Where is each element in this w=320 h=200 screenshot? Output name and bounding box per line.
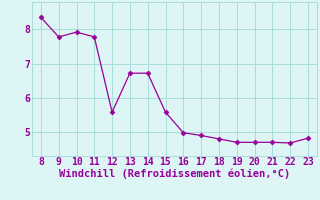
X-axis label: Windchill (Refroidissement éolien,°C): Windchill (Refroidissement éolien,°C) xyxy=(59,169,290,179)
